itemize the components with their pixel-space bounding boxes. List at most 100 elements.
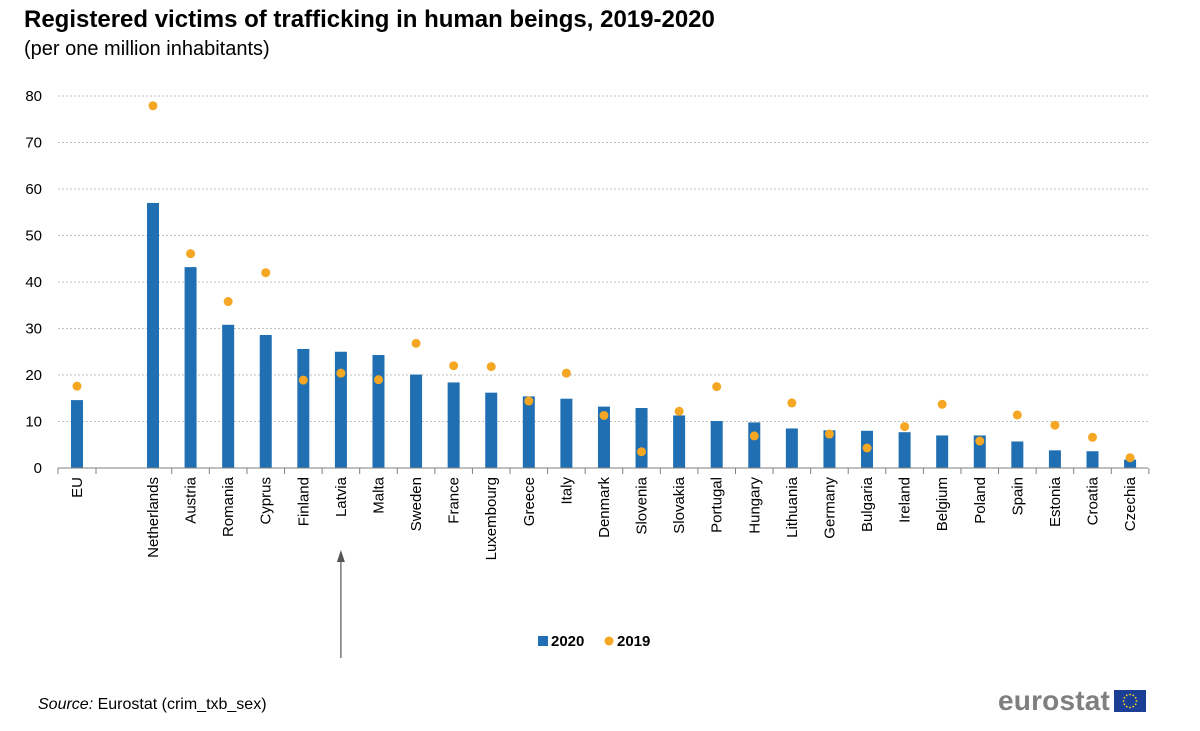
bar-2020: [259, 335, 272, 468]
bar-2020: [147, 202, 159, 468]
dot-2019: [486, 362, 496, 372]
dot-2019: [1050, 420, 1060, 430]
bar-2020: [1086, 451, 1099, 468]
bar-2020: [560, 398, 573, 468]
bar-2020: [748, 422, 761, 468]
dot-2019: [336, 368, 346, 378]
dot-2019: [261, 268, 271, 278]
category-label: Slovakia: [671, 476, 688, 533]
y-axis-ticks: 0 10 20 30 40 50 60 70 80: [25, 88, 42, 477]
y-tick-label: 40: [25, 274, 42, 291]
bar-2020: [597, 406, 610, 468]
dot-2019: [186, 249, 196, 259]
bar-2020: [1011, 441, 1024, 468]
bar-2020: [635, 408, 648, 468]
category-label: Poland: [972, 477, 989, 524]
category-label: Belgium: [934, 477, 951, 531]
bar-2020: [485, 392, 498, 468]
category-label: Greece: [521, 477, 538, 526]
y-tick-label: 10: [25, 414, 42, 431]
logo-text: eurostat: [998, 685, 1111, 716]
category-label: Hungary: [746, 477, 763, 534]
category-label: Cyprus: [258, 477, 275, 525]
category-label: Bulgaria: [859, 476, 876, 532]
dot-2019: [824, 429, 834, 439]
dot-2019: [787, 398, 797, 408]
dots-2019: [72, 101, 1135, 463]
dot-2019: [900, 422, 910, 432]
dot-2019: [223, 297, 233, 307]
y-tick-label: 60: [25, 181, 42, 198]
legend-swatch-2020: [538, 636, 548, 646]
bar-2020: [522, 396, 535, 468]
legend-swatch-2019: [604, 636, 614, 646]
y-tick-label: 70: [25, 135, 42, 152]
dot-2019: [937, 399, 947, 409]
x-axis-category-labels: EU Netherlands Austria Romania Cyprus Finland…: [69, 476, 1139, 560]
legend: 2020 2019: [538, 633, 650, 650]
category-label: Croatia: [1085, 476, 1102, 525]
category-label: Czechia: [1122, 476, 1139, 531]
category-label: Austria: [183, 476, 200, 523]
y-tick-label: 20: [25, 367, 42, 384]
dot-2019: [712, 382, 722, 392]
bar-2020: [334, 351, 347, 468]
category-label: Denmark: [596, 477, 613, 538]
bar-2020: [710, 421, 723, 468]
y-tick-label: 50: [25, 228, 42, 245]
bars-2020: [71, 202, 1137, 468]
bar-2020: [823, 430, 836, 468]
dot-2019: [674, 406, 684, 416]
bar-2020: [297, 348, 310, 468]
category-label: Lithuania: [784, 476, 801, 538]
dot-2019: [449, 361, 459, 371]
category-label: Estonia: [1047, 476, 1064, 527]
bar-2020: [936, 435, 949, 468]
source-label: Source:: [38, 696, 94, 713]
bar-2020: [410, 374, 423, 468]
y-tick-label: 30: [25, 321, 42, 338]
dot-2019: [749, 431, 759, 441]
dot-2019: [72, 381, 82, 391]
bar-2020: [447, 382, 460, 468]
x-axis-tick-marks: [57, 468, 1150, 474]
bar-2020: [898, 432, 911, 468]
source-text: Eurostat (crim_txb_sex): [97, 696, 267, 713]
dot-2019: [561, 368, 571, 378]
source-note: Source: Eurostat (crim_txb_sex): [38, 696, 267, 714]
dot-2019: [411, 338, 421, 348]
category-label: Netherlands: [145, 477, 162, 558]
category-label: Finland: [295, 477, 312, 526]
bar-2020: [785, 428, 798, 468]
eu-flag-icon: [1114, 690, 1147, 712]
dot-2019: [524, 396, 534, 406]
bar-2020: [71, 400, 83, 468]
bar-2020: [1124, 459, 1137, 468]
bar-2020: [673, 415, 686, 468]
category-label: Romania: [220, 476, 237, 537]
dot-2019: [862, 443, 872, 453]
category-label: Spain: [1009, 477, 1026, 515]
legend-label-2019: 2019: [617, 633, 650, 650]
arrow-head: [336, 550, 345, 562]
category-label: France: [446, 477, 463, 524]
chart-title: Registered victims of trafficking in hum…: [24, 6, 715, 33]
dot-2019: [373, 375, 383, 385]
dot-2019: [637, 447, 647, 457]
legend-label-2020: 2020: [551, 633, 584, 650]
dot-2019: [1125, 453, 1135, 463]
category-label: Slovenia: [634, 476, 651, 534]
category-label: Latvia: [333, 476, 350, 517]
bar-2020: [1048, 450, 1061, 468]
dot-2019: [298, 375, 308, 385]
chart-subtitle: (per one million inhabitants): [24, 38, 270, 60]
grid-lines: [58, 95, 1148, 422]
category-label: Ireland: [897, 477, 914, 523]
dot-2019: [1012, 410, 1022, 420]
bar-2020: [184, 267, 197, 468]
category-label: Malta: [370, 476, 387, 513]
dot-2019: [1088, 432, 1097, 442]
bar-2020: [372, 355, 385, 468]
